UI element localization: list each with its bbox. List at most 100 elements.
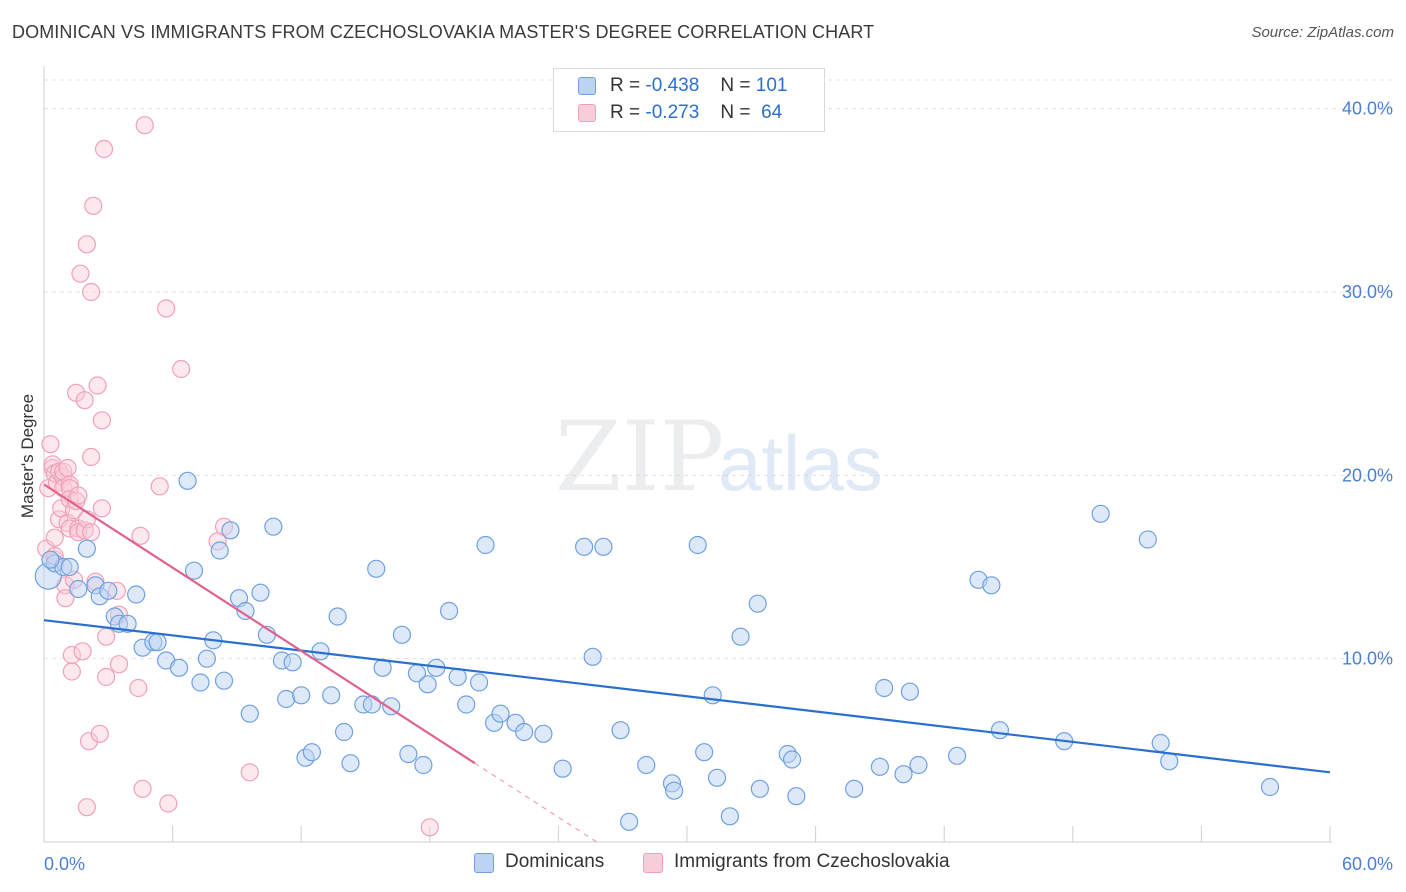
data-point-czechoslovakia [94, 139, 114, 159]
data-point-czechoslovakia [77, 798, 96, 817]
data-point-dominican [1138, 530, 1157, 549]
data-point-czechoslovakia [82, 447, 101, 467]
data-point-dominican [553, 759, 572, 778]
data-point-czechoslovakia [92, 499, 111, 518]
data-point-dominican [221, 521, 240, 540]
bottom-legend-swatch-czechoslovakia [643, 853, 663, 873]
data-point-dominican [909, 755, 928, 775]
data-point-dominican [720, 807, 739, 826]
x-tick-label: 0.0% [44, 854, 85, 874]
data-point-dominican [283, 653, 302, 672]
legend-n-label: N = [720, 75, 751, 96]
data-point-dominican [328, 607, 347, 626]
data-point-dominican [748, 594, 767, 613]
data-point-dominican [341, 754, 360, 773]
data-point-dominican [665, 781, 684, 800]
data-point-dominican [782, 750, 802, 769]
data-point-dominican [184, 561, 204, 580]
data-point-dominican [750, 779, 769, 798]
y-axis-label: Master's Degree [18, 394, 37, 518]
data-point-dominican [611, 721, 630, 740]
data-point-czechoslovakia [150, 477, 169, 496]
legend-r-value: -0.273 [645, 102, 700, 123]
data-point-dominican [534, 724, 553, 743]
data-point-dominican [392, 625, 412, 644]
source-label: Source: ZipAtlas.com [1251, 24, 1394, 41]
y-tick-label: 10.0% [1342, 649, 1393, 669]
data-point-dominican [1260, 777, 1280, 797]
correlation-legend: R = -0.438 N = 101 R = -0.273 N = 64 [553, 68, 825, 132]
data-point-czechoslovakia [129, 678, 148, 698]
data-point-dominican [457, 695, 476, 714]
data-point-dominican [127, 585, 146, 604]
data-point-dominican [448, 667, 467, 687]
data-point-czechoslovakia [69, 486, 88, 505]
data-point-dominican [491, 704, 510, 723]
data-point-czechoslovakia [82, 523, 101, 542]
data-point-dominican [990, 721, 1010, 740]
data-point-dominican [875, 678, 894, 698]
data-point-czechoslovakia [41, 435, 60, 454]
legend-swatch-dominicans [578, 77, 596, 95]
data-point-dominican [99, 581, 118, 600]
trend-lines [43, 483, 1331, 843]
data-point-czechoslovakia [92, 411, 111, 430]
data-point-dominican [637, 755, 656, 775]
legend-swatch-czechoslovakia [578, 104, 596, 122]
data-point-dominican [264, 517, 283, 536]
data-point-czechoslovakia [159, 794, 178, 813]
data-point-czechoslovakia [90, 724, 109, 743]
data-point-czechoslovakia [157, 299, 176, 318]
y-tick-label: 40.0% [1342, 99, 1393, 119]
axes [43, 66, 1332, 843]
data-point-dominican [787, 787, 806, 806]
data-point-dominican [251, 583, 270, 602]
data-point-czechoslovakia [135, 116, 154, 135]
data-point-czechoslovakia [97, 627, 116, 646]
data-point-czechoslovakia [62, 662, 81, 681]
data-point-dominican [731, 627, 750, 646]
data-point-dominican [1091, 504, 1110, 523]
data-point-dominican [197, 649, 216, 668]
watermark: ZIP atlas [555, 401, 883, 513]
data-point-czechoslovakia [133, 779, 152, 798]
data-point-dominican [695, 743, 714, 762]
data-point-dominican [414, 755, 433, 775]
trend-line-czechoslovakia [43, 483, 476, 765]
data-point-czechoslovakia [172, 359, 191, 379]
data-point-dominican [60, 557, 79, 577]
data-point-dominican [322, 686, 341, 705]
data-point-czechoslovakia [97, 667, 116, 687]
data-point-dominican [476, 535, 495, 555]
data-point-dominican [515, 722, 534, 742]
data-point-dominican [191, 673, 210, 692]
data-point-dominican [870, 757, 890, 776]
bottom-legend-label-dominicans: Dominicans [505, 851, 605, 872]
bottom-legend-label-czechoslovakia: Immigrants from Czechoslovakia [674, 851, 950, 872]
data-point-czechoslovakia [56, 589, 75, 608]
data-point-dominican [1160, 752, 1179, 771]
legend-n-value: 64 [761, 102, 783, 123]
data-point-dominican [178, 471, 197, 490]
data-point-czechoslovakia [82, 282, 101, 302]
data-point-dominican [169, 658, 189, 677]
data-point-dominican [277, 689, 296, 709]
data-point-dominican [594, 537, 613, 556]
series-czechoslovakia-points [37, 116, 439, 837]
data-point-dominican [77, 539, 96, 558]
data-point-czechoslovakia [240, 763, 259, 782]
data-point-dominican [367, 559, 386, 578]
data-point-czechoslovakia [84, 196, 103, 215]
data-point-czechoslovakia [73, 642, 92, 661]
x-tick-label: 60.0% [1342, 854, 1393, 874]
data-point-dominican [210, 541, 229, 560]
legend-r-label: R = [610, 75, 641, 96]
watermark-atlas: atlas [718, 419, 883, 507]
watermark-zip: ZIP [555, 401, 724, 513]
tick-labels: 10.0% 20.0% 30.0% 40.0% 0.0% 60.0% [44, 99, 1393, 874]
grid-lines [44, 79, 1392, 660]
data-point-dominican [41, 550, 60, 569]
data-point-dominican [69, 579, 88, 599]
y-tick-label: 30.0% [1342, 282, 1393, 302]
